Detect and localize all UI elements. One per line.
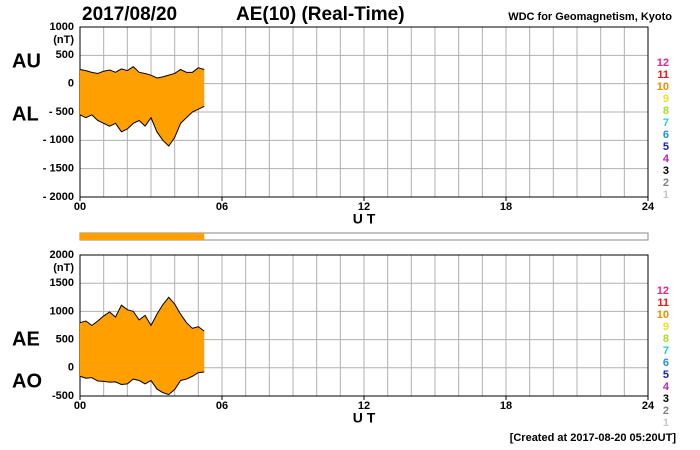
x-axis-label: U T bbox=[353, 410, 376, 426]
x-tick-label: 06 bbox=[216, 201, 228, 213]
y-tick-label: - 2000 bbox=[43, 191, 74, 203]
x-tick-label: 18 bbox=[500, 400, 512, 412]
y-tick-label: 500 bbox=[56, 49, 74, 61]
color-scale-label: 11 bbox=[657, 69, 669, 81]
x-tick-label: 18 bbox=[500, 201, 512, 213]
color-scale-label: 6 bbox=[663, 357, 669, 369]
y-tick-label: - 1000 bbox=[43, 134, 74, 146]
x-tick-label: 12 bbox=[358, 400, 370, 412]
y-tick-label: 0 bbox=[68, 362, 74, 374]
y-tick-label: 1000 bbox=[50, 305, 74, 317]
source: WDC for Geomagnetism, Kyoto bbox=[508, 11, 672, 23]
y-unit: (nT) bbox=[53, 34, 74, 46]
line bbox=[79, 66, 205, 79]
x-axis-label: U T bbox=[353, 211, 376, 227]
date: 2017/08/20 bbox=[82, 4, 177, 25]
y-tick-label: -500 bbox=[52, 390, 74, 402]
color-scale-label: 3 bbox=[663, 393, 669, 405]
y-tick-label: 2000 bbox=[50, 249, 74, 261]
area bbox=[80, 83, 205, 146]
color-scale-label: 4 bbox=[663, 153, 670, 165]
x-tick-label: 24 bbox=[642, 201, 655, 213]
color-scale-label: 4 bbox=[663, 381, 670, 393]
color-scale-label: 5 bbox=[663, 141, 669, 153]
color-scale-label: 12 bbox=[657, 57, 669, 69]
color-scale-label: 10 bbox=[657, 81, 669, 93]
series-label: AL bbox=[12, 103, 39, 125]
color-scale-label: 6 bbox=[663, 129, 669, 141]
area bbox=[80, 367, 205, 395]
color-scale-label: 9 bbox=[663, 93, 669, 105]
title: AE(10) (Real-Time) bbox=[236, 4, 405, 25]
x-tick-label: 06 bbox=[216, 400, 228, 412]
y-tick-label: 1500 bbox=[50, 277, 74, 289]
color-scale-label: 11 bbox=[657, 297, 669, 309]
y-unit: (nT) bbox=[53, 262, 74, 274]
series-label: AO bbox=[12, 370, 42, 392]
series-label: AE bbox=[12, 328, 40, 350]
color-scale-label: 1 bbox=[663, 417, 669, 429]
color-scale-label: 1 bbox=[663, 189, 669, 201]
x-tick-label: 24 bbox=[642, 400, 655, 412]
color-scale-label: 7 bbox=[663, 345, 669, 357]
color-scale-label: 12 bbox=[657, 285, 669, 297]
y-tick-label: - 1500 bbox=[43, 163, 74, 175]
color-scale-label: 7 bbox=[663, 117, 669, 129]
color-scale-label: 10 bbox=[657, 309, 669, 321]
y-tick-label: - 500 bbox=[49, 106, 74, 118]
area bbox=[80, 297, 205, 368]
x-tick-label: 00 bbox=[74, 400, 86, 412]
y-tick-label: 1000 bbox=[50, 21, 74, 33]
area bbox=[80, 66, 205, 84]
y-tick-label: 0 bbox=[68, 78, 74, 90]
color-scale-label: 3 bbox=[663, 165, 669, 177]
series-label: AU bbox=[12, 50, 41, 72]
color-scale-label: 2 bbox=[663, 405, 669, 417]
color-scale-label: 5 bbox=[663, 369, 669, 381]
line bbox=[79, 105, 205, 147]
color-scale-label: 2 bbox=[663, 177, 669, 189]
line bbox=[79, 296, 205, 332]
x-tick-label: 12 bbox=[358, 201, 370, 213]
x-tick-label: 00 bbox=[74, 201, 86, 213]
footer: [Created at 2017-08-20 05:20UT] bbox=[510, 432, 677, 444]
y-tick-label: 500 bbox=[56, 334, 74, 346]
color-scale-label: 8 bbox=[663, 333, 669, 345]
color-scale-label: 8 bbox=[663, 105, 669, 117]
color-scale-label: 9 bbox=[663, 321, 669, 333]
line bbox=[79, 371, 205, 396]
progress-bar bbox=[80, 233, 205, 240]
